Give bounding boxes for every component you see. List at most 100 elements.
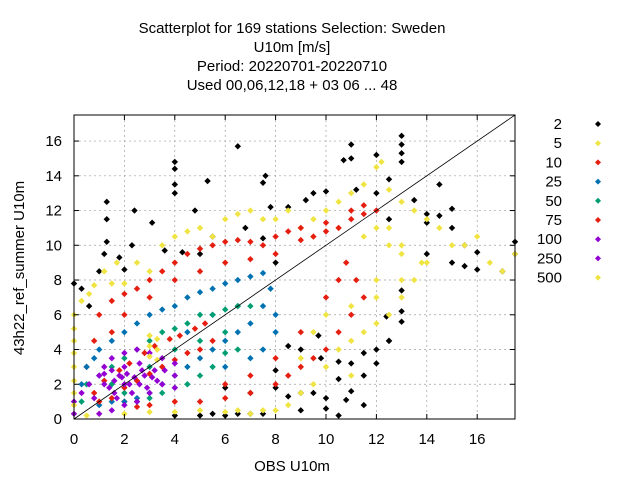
data-point — [209, 410, 216, 417]
data-point — [373, 163, 380, 171]
data-point — [96, 268, 103, 275]
data-point — [136, 360, 143, 367]
data-point — [385, 242, 393, 249]
data-point — [196, 355, 204, 362]
data-point — [133, 398, 141, 405]
y-axis-label: 43h22_ref_summer U10m — [11, 181, 28, 355]
data-point — [285, 203, 292, 211]
data-point — [90, 389, 98, 397]
data-point — [108, 363, 115, 371]
data-point — [222, 363, 229, 371]
data-point — [259, 410, 267, 417]
data-point — [373, 276, 380, 284]
data-point — [78, 297, 85, 305]
data-point — [247, 372, 254, 379]
data-point — [335, 375, 342, 383]
legend-marker — [595, 236, 601, 243]
data-point — [146, 401, 153, 409]
data-point — [121, 410, 128, 417]
data-point — [310, 328, 317, 336]
data-point — [111, 377, 118, 384]
legend-marker — [595, 197, 601, 204]
data-point — [285, 372, 292, 379]
data-point — [342, 259, 350, 266]
data-point — [159, 306, 166, 313]
data-point — [171, 372, 178, 379]
data-point — [108, 328, 115, 336]
data-point — [348, 388, 355, 395]
data-point — [96, 346, 103, 353]
data-point — [297, 328, 304, 336]
data-point — [113, 394, 121, 402]
y-tick-label: 16 — [45, 133, 62, 150]
data-point — [196, 268, 204, 275]
legend-marker — [595, 121, 601, 127]
data-point — [335, 328, 342, 336]
x-axis-label: OBS U10m — [254, 458, 330, 475]
data-point — [262, 172, 269, 179]
data-point — [423, 216, 430, 223]
data-point — [83, 412, 90, 419]
data-point — [259, 302, 267, 310]
data-point — [108, 407, 115, 414]
data-point — [272, 407, 279, 414]
data-point — [297, 224, 304, 232]
data-point — [103, 238, 110, 246]
data-point — [272, 259, 279, 266]
data-point — [123, 370, 131, 378]
data-point — [113, 259, 121, 266]
data-point — [201, 320, 209, 327]
data-point — [474, 233, 481, 240]
data-point — [171, 165, 178, 173]
data-point — [360, 401, 367, 409]
data-point — [101, 250, 108, 258]
data-point — [247, 255, 254, 263]
data-point — [121, 349, 128, 357]
data-point — [272, 355, 279, 362]
data-point — [353, 276, 360, 284]
data-point — [121, 398, 128, 405]
legend-label: 500 — [537, 270, 562, 287]
data-point — [310, 381, 317, 388]
data-point — [146, 311, 153, 318]
data-point — [161, 247, 168, 254]
data-point — [121, 401, 128, 409]
data-point — [90, 394, 98, 402]
data-point — [184, 250, 191, 258]
data-point — [108, 280, 115, 287]
data-point — [373, 320, 380, 327]
data-point — [247, 320, 254, 327]
data-point — [171, 356, 178, 364]
y-axis-ticks: 0 2 4 6 8 10 12 14 16 — [45, 133, 515, 428]
data-point — [335, 412, 342, 419]
data-point — [196, 311, 204, 318]
data-point — [171, 181, 178, 188]
data-point — [342, 396, 350, 404]
data-point — [335, 358, 342, 365]
data-point — [101, 381, 108, 388]
data-point — [348, 216, 355, 223]
data-point — [436, 181, 443, 188]
data-point — [90, 355, 98, 362]
data-point — [146, 276, 153, 284]
data-point — [259, 216, 267, 223]
data-point — [423, 250, 430, 258]
data-point — [85, 302, 93, 310]
data-point — [373, 224, 380, 232]
data-point — [348, 155, 355, 162]
data-point — [141, 349, 148, 357]
data-point — [461, 242, 468, 249]
data-point — [159, 242, 166, 249]
data-point — [171, 398, 178, 405]
y-tick-label: 12 — [45, 203, 62, 220]
data-point — [234, 210, 241, 218]
data-point — [128, 242, 136, 249]
data-point — [322, 188, 330, 195]
data-point — [153, 377, 161, 384]
data-point — [317, 355, 325, 362]
data-point — [247, 238, 254, 246]
data-point — [126, 360, 133, 367]
data-point — [196, 398, 204, 405]
data-point — [128, 389, 136, 397]
data-point — [315, 332, 322, 339]
